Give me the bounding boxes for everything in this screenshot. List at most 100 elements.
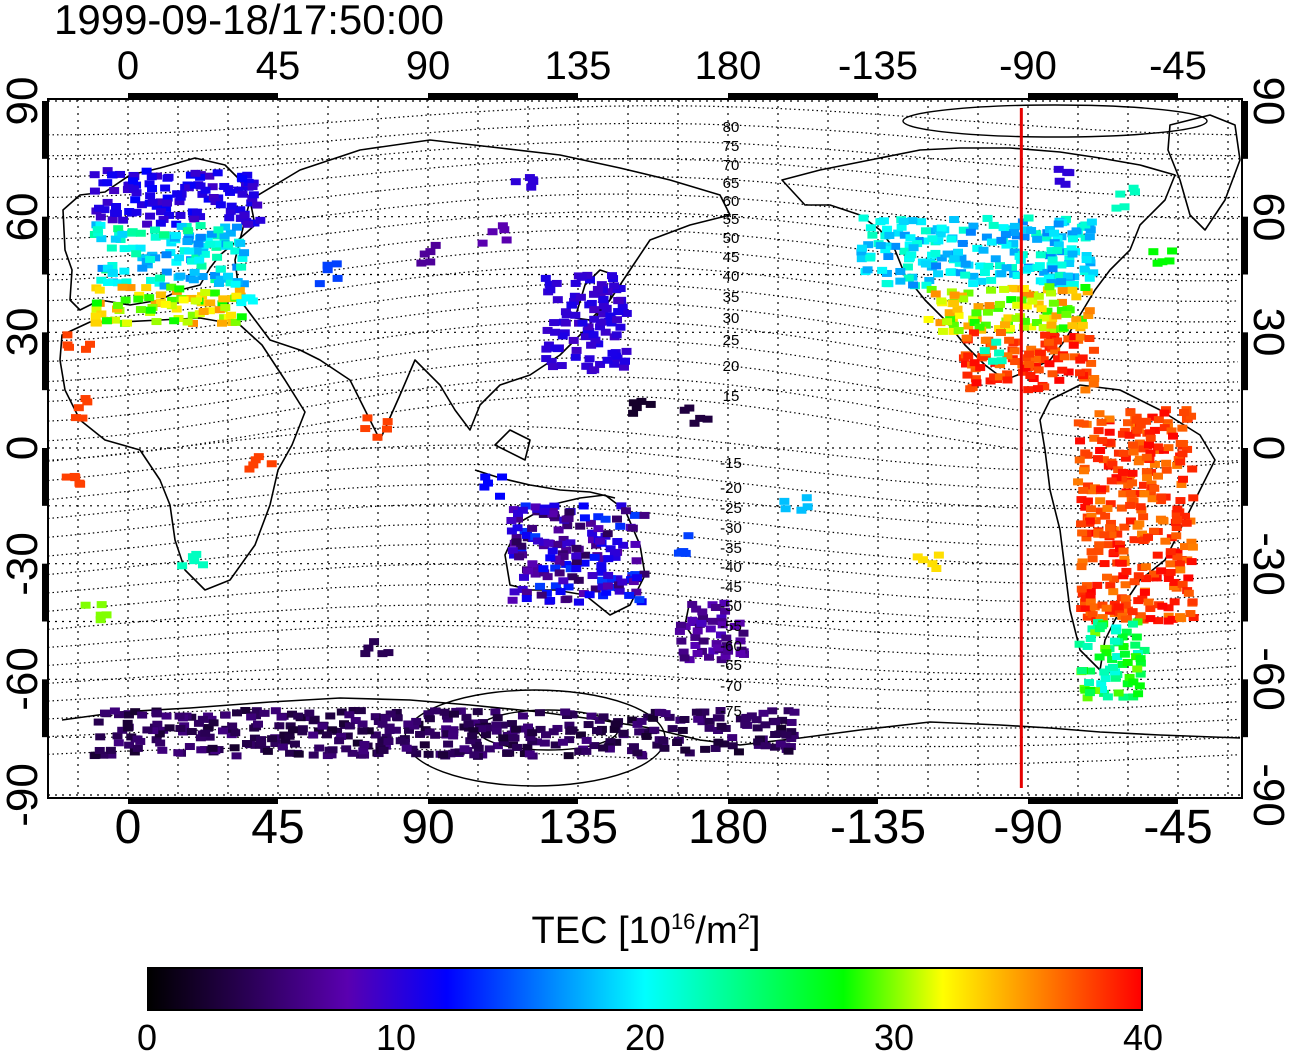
tec-point [370,731,381,739]
tec-point [1002,352,1013,360]
tec-point [430,731,441,739]
tec-point [203,195,214,203]
tec-point [556,362,567,370]
tec-point [996,236,1007,244]
tec-point [293,750,304,758]
tec-point [581,362,592,370]
tec-point [715,631,726,639]
tec-point [439,708,450,716]
tec-point [645,400,656,408]
tec-point [492,714,503,722]
tec-point [189,268,200,276]
tec-point [631,404,642,412]
tec-point [411,717,422,725]
tec-point [534,709,545,717]
tec-point [965,385,976,393]
tec-point [604,745,615,753]
tec-point [1157,258,1168,266]
tec-point [212,253,223,261]
tec-point [190,297,201,305]
tec-point [1186,538,1197,546]
tec-point [1030,355,1041,363]
tec-point [442,730,453,738]
tec-point [270,739,281,747]
tec-point [587,536,598,544]
contour-label: -20 [720,480,742,497]
tec-point [1141,468,1152,476]
tec-point [767,707,778,715]
tec-point [562,711,573,719]
tec-point [103,278,114,286]
tec-point [331,260,342,268]
right-lat-tick: -30 [1244,531,1292,596]
tec-point [1183,574,1194,582]
tec-point [1099,560,1110,568]
tec-point [1067,250,1078,258]
tec-point [159,231,170,239]
tec-point [532,537,543,545]
tec-point [158,726,169,734]
tec-point [132,744,143,752]
tec-point [593,513,604,521]
tec-point [1172,553,1183,561]
tec-point [1110,627,1121,635]
tec-point [652,741,663,749]
tec-point [1088,269,1099,277]
tec-point [94,204,105,212]
contour-label: 45 [723,249,740,266]
tec-point [779,497,790,505]
tec-point [1070,353,1081,361]
tec-point [541,355,552,363]
tec-point [1024,350,1035,358]
tec-point [321,731,332,739]
tec-point [327,746,338,754]
tec-point [89,187,100,195]
tec-point [1096,418,1107,426]
tec-point [883,253,894,261]
tec-point [113,739,124,747]
tec-point [70,474,81,482]
tec-point [982,214,993,222]
contour-label: -35 [720,540,742,557]
tec-point [956,254,967,262]
tec-point [1021,302,1032,310]
tec-point [359,740,370,748]
tec-point [1134,439,1145,447]
tec-point [375,742,386,750]
tec-point [246,713,257,721]
tec-point [858,214,869,222]
tec-point [468,727,479,735]
tec-point [1077,529,1088,537]
tec-point [359,751,370,759]
tec-point [1067,286,1078,294]
tec-point [1095,507,1106,515]
tec-point [1093,547,1104,555]
tec-point [132,735,143,743]
tec-point [605,575,616,583]
tec-point [958,226,969,234]
tec-point [1163,574,1174,582]
tec-point [1076,585,1087,593]
tec-point [704,724,715,732]
contour-line [48,140,1238,178]
tec-point [984,302,995,310]
tec-point [702,415,713,423]
tec-point [672,738,683,746]
tec-point [109,707,120,715]
tec-point [200,186,211,194]
tec-point [253,720,264,728]
tec-point [197,273,208,281]
tec-point [931,565,942,573]
tec-point [1127,620,1138,628]
tec-point [409,722,420,730]
left-lat-tick: 30 [0,307,47,357]
tec-point [578,502,589,510]
tec-point [557,738,568,746]
tec-point [91,319,102,327]
tec-point [953,311,964,319]
tec-point [184,743,195,751]
tec-point [219,182,230,190]
tec-point [112,732,123,740]
tec-point [942,250,953,258]
tec-point [229,744,240,752]
